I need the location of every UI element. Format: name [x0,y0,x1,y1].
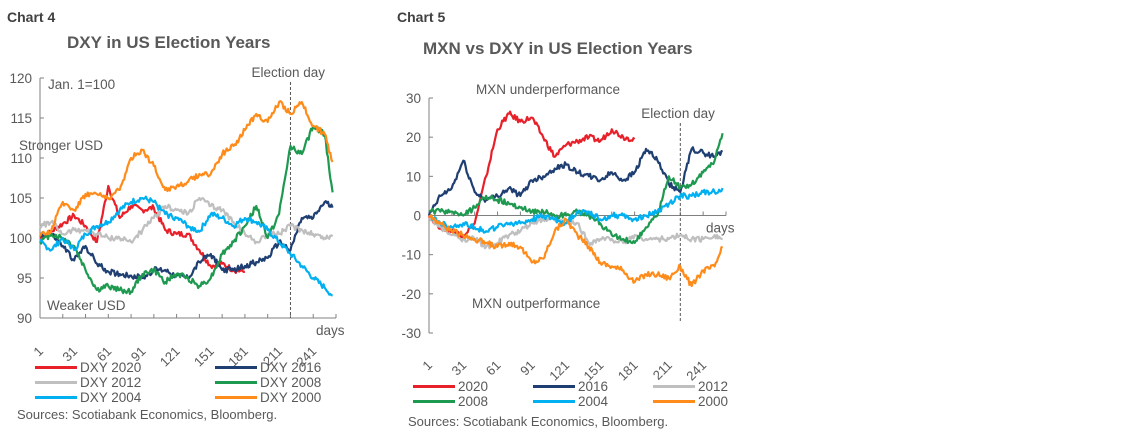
series-line-dxy-2020 [39,184,246,275]
legend-swatch [533,385,575,388]
chart-number: Chart 4 [7,9,56,25]
x-tick-label: 1 [419,358,435,374]
legend-label: 2008 [458,394,489,409]
legend-label: 2020 [458,379,489,394]
legend-item: DXY 2016 [215,360,321,375]
legend-item: 2000 [653,394,728,409]
underperformance-note: MXN underperformance [476,82,620,97]
legend-item: DXY 2004 [35,390,141,405]
source-note: Sources: Scotiabank Economics, Bloomberg… [17,407,278,422]
x-tick-label: 61 [483,358,504,379]
x-tick-label: 151 [191,344,217,370]
legend-swatch [413,400,455,403]
y-tick-label: -30 [401,326,421,341]
election-day-label: Election day [641,106,715,121]
chart-number: Chart 5 [397,9,446,25]
legend-item: 2016 [533,379,608,394]
series-line-2016 [427,146,723,216]
legend-item: 2004 [533,394,608,409]
chart-5-panel: Chart 5 MXN vs DXY in US Election Years … [390,0,750,436]
y-tick-label: -10 [401,248,421,263]
legend-label: 2000 [698,394,729,409]
y-tick-label: 90 [17,311,32,326]
election-day-label: Election day [251,65,325,80]
chart-4-panel: Chart 4 DXY in US Election Years 90 95 100… [0,0,370,436]
stronger-usd-note: Stronger USD [19,138,103,153]
series-line-2004 [428,187,724,234]
legend-item: 2008 [413,394,488,409]
legend-item: 2012 [653,379,728,394]
y-tick-label: 95 [17,271,32,286]
x-tick-label: 31 [449,358,470,379]
series-line-dxy-2012 [39,196,334,245]
legend-swatch [413,385,455,388]
y-tick-label: 100 [9,231,32,246]
base-note: Jan. 1=100 [48,77,115,92]
y-tick-label: 105 [9,191,32,206]
y-tick-label: -20 [401,287,421,302]
legend-swatch [35,381,77,384]
x-tick-label: 181 [615,358,641,384]
series-line-dxy-2008 [39,124,334,295]
y-tick-label: 20 [406,130,421,145]
outperformance-note: MXN outperformance [472,296,600,311]
legend-label: DXY 2000 [260,390,322,405]
legend-label: DXY 2020 [80,360,142,375]
series-line-2008 [428,133,724,245]
y-tick-label: 110 [10,151,32,166]
x-axis-label: days [706,221,735,236]
series-line-dxy-2004 [39,195,334,297]
legend-label: DXY 2004 [80,390,142,405]
legend-swatch [653,400,695,403]
x-tick-label: 1 [30,344,46,360]
legend-item: DXY 2008 [215,375,321,390]
legend-swatch [35,366,77,369]
legend-label: DXY 2016 [260,360,322,375]
legend-swatch [215,396,257,399]
legend-label: DXY 2012 [80,375,142,390]
weaker-usd-note: Weaker USD [47,298,126,313]
legend-label: 2012 [698,379,729,394]
y-tick-label: 30 [406,91,421,106]
x-tick-label: 121 [157,344,183,370]
legend-swatch [215,366,257,369]
y-tick-label: 120 [9,71,32,86]
y-tick-label: 115 [10,111,32,126]
legend-item: DXY 2012 [35,375,141,390]
series-line-dxy-2000 [38,99,334,237]
legend-item: 2020 [413,379,488,394]
source-note: Sources: Scotiabank Economics, Bloomberg… [408,414,669,429]
legend-swatch [653,385,695,388]
y-tick-label: 10 [406,169,421,184]
legend-swatch [215,381,257,384]
legend-label: 2004 [578,394,609,409]
x-tick-label: 91 [517,358,538,379]
legend-swatch [35,396,77,399]
legend-label: DXY 2008 [260,375,322,390]
chart-title: DXY in US Election Years [67,33,271,52]
legend-item: DXY 2000 [215,390,321,405]
series-line-2000 [428,214,724,288]
x-axis-label: days [316,323,345,338]
chart-title: MXN vs DXY in US Election Years [423,39,693,58]
legend-swatch [533,400,575,403]
legend-label: 2016 [578,379,609,394]
y-tick-label: 0 [413,209,421,224]
legend-item: DXY 2020 [35,360,141,375]
